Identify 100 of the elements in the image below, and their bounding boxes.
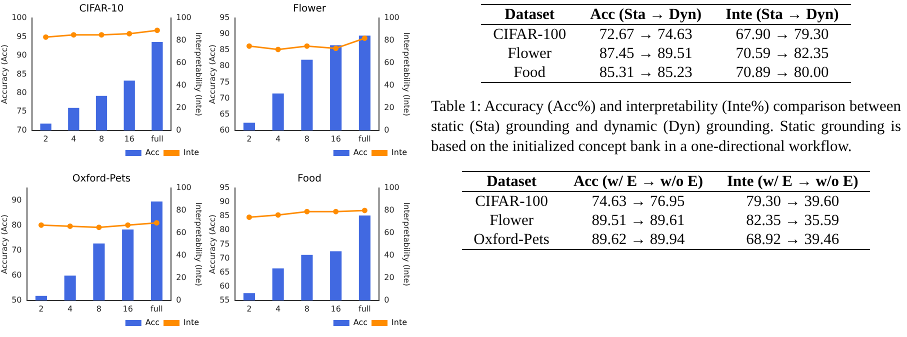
legend-label: Inte: [184, 148, 200, 158]
point: [362, 207, 368, 213]
y2-tick-label: 20: [384, 272, 394, 282]
y2-tick-label: 60: [384, 228, 394, 237]
y2-axis-title: Interpretability (Inte): [402, 32, 412, 116]
y2-tick-label: 100: [176, 13, 192, 22]
point: [304, 43, 310, 49]
x-tick-label: 16: [122, 304, 133, 313]
point: [362, 35, 368, 41]
y2-tick-label: 40: [384, 80, 394, 90]
x-tick-label: 4: [71, 134, 76, 144]
point: [275, 46, 281, 52]
y-tick-label: 65: [220, 266, 230, 276]
x-tick-label: 4: [276, 304, 281, 313]
y2-tick-label: 80: [384, 36, 394, 45]
text: Dataset: [504, 5, 556, 24]
text: Acc (w/ E → w/o E): [572, 172, 704, 192]
y2-tick-label: 0: [384, 125, 390, 134]
text: 68.92 → 39.46: [745, 230, 840, 250]
text: CIFAR-100: [474, 192, 549, 211]
x-tick-label: 4: [276, 134, 281, 144]
point: [126, 30, 132, 36]
y2-tick-label: 0: [384, 294, 390, 304]
y2-tick-label: 20: [384, 103, 394, 112]
y-tick-label: 95: [16, 32, 27, 41]
y2-tick-label: 80: [384, 205, 394, 214]
legend-label: Inte: [392, 318, 408, 327]
x-tick-label: full: [358, 304, 371, 313]
y2-tick-label: 100: [176, 182, 192, 192]
y2-tick-label: 100: [384, 13, 400, 22]
legend-label: Acc: [145, 148, 160, 158]
y-tick-label: 75: [220, 77, 230, 86]
y-axis-title: Accuracy (Acc): [208, 44, 217, 104]
y-tick-label: 100: [12, 13, 27, 22]
legend-label: Acc: [145, 318, 160, 327]
y-tick-label: 85: [16, 69, 27, 78]
y2-tick-label: 0: [176, 125, 182, 134]
text: 72.67 → 74.63: [598, 25, 694, 44]
text: 79.30 → 39.60: [745, 192, 840, 211]
point: [304, 208, 310, 214]
y-tick-label: 70: [16, 125, 27, 134]
x-tick-label: 2: [38, 304, 44, 313]
y2-axis-title: Interpretability (Inte): [194, 202, 204, 286]
legend-label: Inte: [184, 318, 200, 327]
point: [333, 46, 339, 52]
y-axis-title: Accuracy (Acc): [208, 214, 217, 274]
y-tick-label: 65: [220, 109, 230, 118]
y-tick-label: 60: [12, 270, 22, 279]
y-tick-label: 85: [220, 45, 230, 54]
text: Dataset: [486, 172, 538, 192]
x-tick-label: 16: [330, 304, 341, 313]
y-tick-label: 80: [16, 88, 27, 98]
text: Oxford-Pets: [472, 230, 550, 250]
point: [154, 28, 160, 34]
y-tick-label: 50: [12, 294, 22, 304]
y2-tick-label: 60: [176, 228, 186, 237]
point: [70, 32, 76, 38]
y-tick-label: 55: [220, 294, 230, 304]
y2-tick-label: 60: [384, 58, 394, 68]
legend-label: Acc: [353, 148, 368, 158]
y2-axis-title: Interpretability (Inte): [402, 202, 412, 286]
legend-label: Acc: [353, 318, 368, 327]
chart-title: Oxford-Pets: [72, 173, 131, 184]
y-tick-label: 90: [16, 50, 27, 60]
x-tick-label: 2: [43, 134, 48, 144]
text: Flower: [488, 211, 534, 230]
chart-title: Food: [298, 173, 322, 184]
text: Food: [512, 63, 547, 82]
text: Acc (Sta → Dyn): [589, 5, 703, 24]
y-tick-label: 60: [220, 280, 230, 290]
y2-tick-label: 100: [384, 182, 400, 192]
y-tick-label: 75: [220, 238, 230, 248]
x-tick-label: 2: [246, 134, 252, 144]
y2-tick-label: 0: [176, 294, 182, 304]
x-tick-label: full: [150, 304, 163, 313]
y-tick-label: 80: [12, 220, 22, 230]
y-tick-label: 70: [12, 245, 22, 254]
text: Inte (w/ E → w/o E): [726, 172, 860, 192]
point: [246, 43, 252, 49]
y-tick-label: 60: [220, 125, 230, 134]
y2-tick-label: 80: [176, 36, 186, 45]
y2-tick-label: 20: [176, 103, 186, 112]
text: 87.45 → 89.51: [598, 44, 694, 63]
point: [333, 208, 339, 214]
x-tick-label: 16: [330, 134, 341, 144]
text: 70.59 → 82.35: [734, 44, 830, 63]
text: Inte (Sta → Dyn): [724, 5, 840, 24]
point: [98, 32, 104, 38]
text: CIFAR-100: [492, 25, 568, 44]
chart-title: CIFAR-10: [79, 4, 124, 15]
y-axis-title: Accuracy (Acc): [0, 214, 9, 274]
y-tick-label: 70: [220, 93, 230, 102]
text: 82.35 → 35.59: [745, 211, 840, 230]
legend-label: Inte: [392, 148, 408, 158]
x-tick-label: full: [358, 134, 371, 144]
text: 67.90 → 79.30: [734, 25, 830, 44]
y2-tick-label: 40: [176, 80, 186, 90]
x-tick-label: 8: [304, 304, 310, 313]
y-tick-label: 95: [220, 13, 230, 22]
y2-tick-label: 20: [176, 272, 186, 282]
